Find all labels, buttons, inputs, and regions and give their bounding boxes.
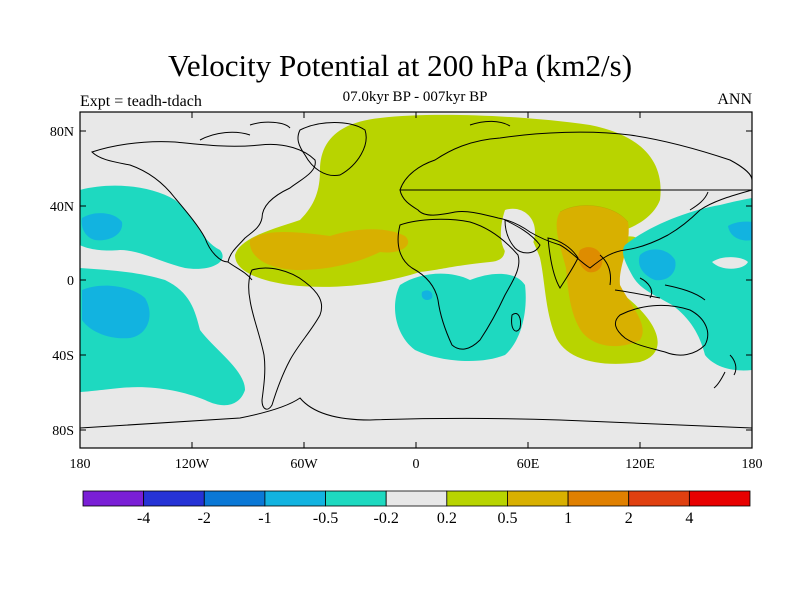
- coastline-central-america: [227, 261, 253, 281]
- colorbar-label: -1: [258, 510, 271, 527]
- x-tick-label: 180: [742, 457, 763, 472]
- y-tick-label: 80S: [52, 424, 74, 439]
- coastline-south-america: [248, 267, 323, 410]
- colorbar-swatch: [688, 490, 751, 507]
- colorbar-swatch: [567, 490, 630, 507]
- colorbar-label: -0.5: [313, 510, 338, 527]
- colorbar-label: -0.2: [374, 510, 399, 527]
- colorbar-label: 0.5: [497, 510, 517, 527]
- coastline-antarctica: [80, 397, 752, 429]
- colorbar-label: 2: [625, 510, 633, 527]
- x-tick-label: 120E: [625, 457, 655, 472]
- contour-neutral-pacific-notch: [712, 257, 748, 269]
- contour-gold-india: [556, 205, 643, 347]
- colorbar-label: -2: [198, 510, 211, 527]
- x-tick-label: 60E: [517, 457, 540, 472]
- contour-gold-atlantic: [249, 229, 409, 270]
- colorbar-label: 0.2: [437, 510, 457, 527]
- x-tick-label: 120W: [175, 457, 210, 472]
- x-tick-labels: 180 120W 60W 0 60E 120E 180: [70, 457, 763, 472]
- colorbar: -4 -2 -1 -0.5 -0.2 0.2 0.5 1 2 4: [82, 490, 751, 527]
- coastline-southeast-asia: [599, 254, 706, 301]
- coastlines: [80, 120, 752, 429]
- coastline-japan: [689, 191, 709, 211]
- colorbar-swatch: [446, 490, 508, 507]
- coastline-arabia: [504, 219, 541, 254]
- colorbar-label: 1: [564, 510, 572, 527]
- contour-negative-south-atlantic: [395, 273, 526, 362]
- colorbar-swatch: [82, 490, 145, 507]
- coastline-africa: [397, 218, 520, 350]
- contour-blue-south-atlantic: [421, 290, 433, 300]
- y-tick-label: 80N: [50, 125, 74, 140]
- colorbar-swatch: [264, 490, 326, 507]
- coastline-greenland: [297, 122, 367, 177]
- contour-blue-west-pacific: [638, 249, 676, 281]
- coastline-arctic-islands: [199, 120, 511, 141]
- map-title: Velocity Potential at 200 hPa (km2/s): [167, 48, 633, 83]
- colorbar-swatch: [507, 490, 569, 507]
- colorbar-swatch: [203, 490, 266, 507]
- y-tick-label: 0: [67, 274, 74, 289]
- x-tick-label: 180: [70, 457, 91, 472]
- contour-orange-se-asia: [578, 247, 603, 273]
- contour-negative-north-pacific: [80, 185, 223, 269]
- y-tick-labels: 80N 40N 0 40S 80S: [50, 125, 74, 439]
- experiment-label: Expt = teadh-tdach: [80, 93, 202, 110]
- contour-lines: [559, 205, 629, 223]
- colorbar-label: 4: [685, 510, 693, 527]
- x-tick-label: 60W: [290, 457, 318, 472]
- coastline-india: [547, 237, 579, 289]
- season-label: ANN: [717, 91, 752, 108]
- map-panel: [80, 112, 752, 448]
- contour-blue-east-pacific-edge: [728, 221, 752, 241]
- contour-blue-south-pacific: [82, 285, 150, 339]
- colorbar-label: -4: [137, 510, 150, 527]
- contour-blue-north-pacific: [81, 213, 123, 241]
- x-tick-label: 0: [413, 457, 420, 472]
- map-subtitle: 07.0kyr BP - 007kyr BP: [342, 89, 488, 105]
- y-tick-label: 40N: [50, 200, 74, 215]
- colorbar-swatch: [325, 490, 387, 507]
- coastline-eurasia: [399, 131, 752, 269]
- coastline-north-america: [91, 141, 316, 263]
- colorbar-swatch: [628, 490, 690, 507]
- colorbar-swatch: [385, 490, 448, 507]
- y-tick-label: 40S: [52, 349, 74, 364]
- colorbar-swatch: [143, 490, 205, 507]
- coastline-madagascar: [511, 313, 521, 332]
- contour-positive-eurasia: [235, 114, 661, 364]
- coastline-new-zealand: [713, 354, 737, 389]
- coastline-australia: [614, 305, 709, 356]
- map-ticks: [79, 112, 753, 448]
